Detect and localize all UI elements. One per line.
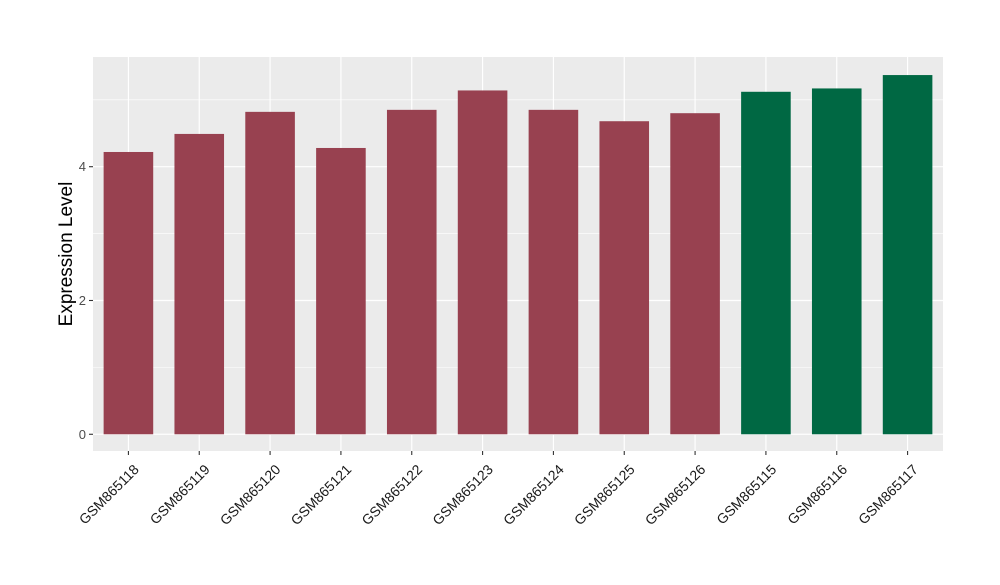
x-tick-label: GSM865116: [784, 461, 850, 527]
bar: [457, 90, 508, 435]
x-tick-label: GSM865121: [287, 461, 354, 528]
bar: [528, 109, 579, 435]
bar: [882, 75, 933, 435]
grid-minor: [93, 99, 943, 368]
x-axis: GSM865118 GSM865119 GSM865120 GSM865121 GSM8…: [76, 451, 921, 528]
plot-panel: [93, 57, 943, 451]
bar: [103, 151, 154, 435]
bar: [316, 147, 366, 435]
y-tick-label: 0: [79, 427, 86, 442]
x-tick-label: GSM865125: [571, 461, 638, 528]
x-tick-label: GSM865115: [713, 461, 779, 527]
x-tick-label: GSM865124: [500, 461, 567, 528]
bar: [599, 121, 650, 435]
bar: [670, 113, 720, 435]
y-tick-label: 2: [79, 293, 86, 308]
bar: [174, 133, 225, 435]
x-tick-label: GSM865118: [76, 461, 142, 527]
y-axis: 0 2 4: [79, 159, 93, 442]
bar: [386, 109, 437, 435]
x-tick-label: GSM865126: [642, 461, 709, 528]
bar: [811, 88, 862, 435]
x-tick-label: GSM865122: [358, 461, 425, 528]
bars: [103, 75, 933, 435]
bar: [741, 91, 791, 435]
x-tick-label: GSM865117: [855, 461, 921, 527]
bar: [245, 111, 295, 435]
x-tick-label: GSM865123: [429, 461, 496, 528]
y-tick-label: 4: [79, 159, 86, 174]
y-axis-label: Expression Level: [56, 182, 77, 327]
x-tick-label: GSM865120: [217, 461, 284, 528]
x-tick-label: GSM865119: [147, 461, 213, 527]
